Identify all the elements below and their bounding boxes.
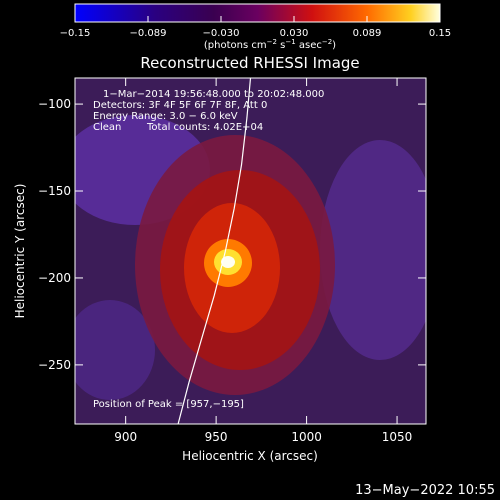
x-tick-label: 900: [114, 430, 137, 444]
colorbar-tick-label: 0.030: [280, 28, 309, 39]
y-tick-label: −150: [38, 184, 71, 198]
colorbar-tick-label: −0.089: [129, 28, 166, 39]
y-tick-label: −100: [38, 97, 71, 111]
method-text: Clean: [93, 122, 121, 133]
colorbar-tick-label: 0.15: [429, 28, 451, 39]
unit-exp3: −2: [322, 38, 332, 46]
detectors-text: Detectors: 3F 4F 5F 6F 7F 8F, Att 0: [93, 100, 267, 111]
y-axis-label: Heliocentric Y (arcsec): [13, 184, 27, 319]
colorbar-tick-label: −0.030: [202, 28, 239, 39]
unit-mid: s: [277, 40, 285, 51]
solar-limb-line: [177, 78, 252, 424]
colorbar-tick-label: −0.15: [60, 28, 91, 39]
heatmap-image: [75, 78, 426, 424]
energy-range-text: Energy Range: 3.0 − 6.0 keV: [93, 111, 238, 122]
x-tick-label: 1000: [291, 430, 322, 444]
dim-lobe-lower-left: [75, 300, 155, 400]
unit-exp2: −1: [285, 38, 295, 46]
unit-main: (photons cm: [204, 40, 267, 51]
unit-end: ): [332, 40, 336, 51]
colorbar-unit-label: (photons cm−2 s−1 asec−2): [204, 38, 336, 51]
colorbar-tick-labels: −0.15 −0.089 −0.030 0.030 0.089 0.15: [60, 28, 451, 39]
colorbar: [74, 3, 441, 23]
chart-title: Reconstructed RHESSI Image: [140, 54, 359, 72]
peak-position-text: Position of Peak = [957,−195]: [93, 399, 244, 410]
dim-lobe-right: [320, 140, 426, 360]
y-tick-label: −200: [38, 271, 71, 285]
white-core: [221, 256, 235, 268]
colorbar-ticks: [74, 16, 441, 22]
y-axis-ticks: −100 −150 −200 −250: [38, 97, 426, 372]
unit-mid2: asec: [296, 40, 322, 51]
x-tick-label: 950: [205, 430, 228, 444]
x-axis-ticks: 900 950 1000 1050: [114, 78, 412, 444]
plot-frame: [74, 77, 427, 425]
footer-timestamp: 13−May−2022 10:55: [355, 483, 495, 498]
colorbar-tick-label: 0.089: [353, 28, 382, 39]
total-counts-text: Total counts: 4.02E+04: [146, 122, 263, 133]
time-range-text: 1−Mar−2014 19:56:48.000 to 20:02:48.000: [103, 89, 324, 100]
x-axis-label: Heliocentric X (arcsec): [182, 449, 318, 463]
y-tick-label: −250: [38, 358, 71, 372]
x-tick-label: 1050: [382, 430, 413, 444]
unit-exp1: −2: [267, 38, 277, 46]
